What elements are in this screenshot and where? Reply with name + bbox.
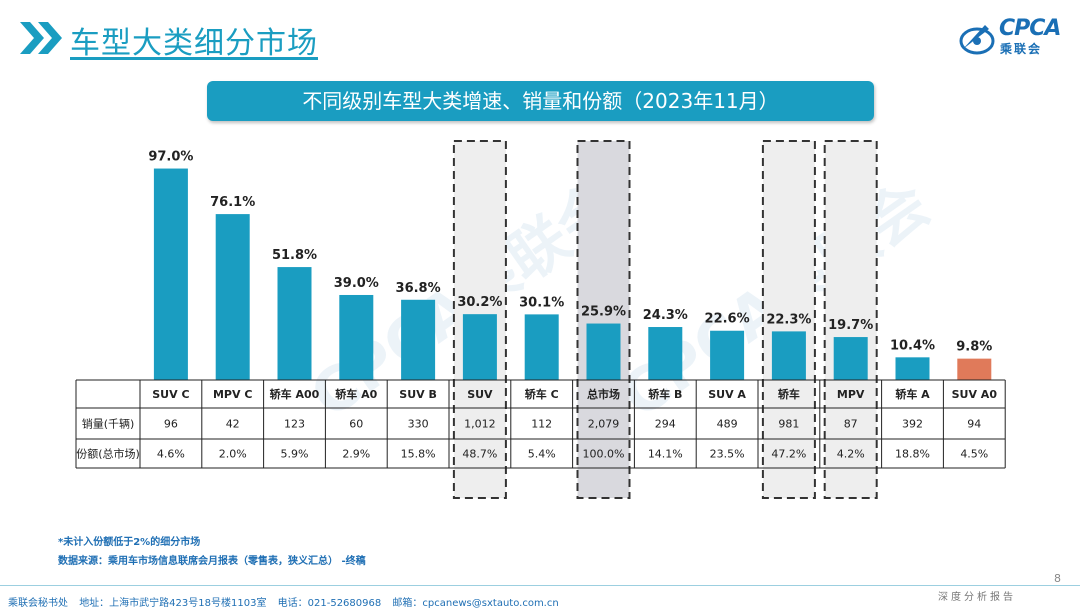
- share-cell-0: 4.6%: [157, 448, 185, 461]
- category-label-5: SUV: [467, 388, 493, 401]
- share-cell-8: 14.1%: [648, 448, 683, 461]
- sales-cell-6: 112: [531, 418, 552, 431]
- row-label-share: 份额(总市场): [76, 447, 140, 461]
- sales-cell-7: 2,079: [588, 418, 620, 431]
- share-cell-11: 4.2%: [837, 448, 865, 461]
- note-share-threshold: *未计入份额低于2%的细分市场: [58, 537, 201, 548]
- category-label-3: 轿车 A0: [335, 387, 377, 401]
- bar-label-10: 22.3%: [766, 312, 811, 327]
- footer: 乘联会秘书处 地址：上海市武宁路423号18号楼1103室 电话：021-526…: [8, 594, 567, 609]
- sales-cell-12: 392: [902, 418, 923, 431]
- note-data-source: 数据来源：乘用车市场信息联席会月报表（零售表，狭义汇总） -终稿: [58, 556, 366, 567]
- sales-cell-3: 60: [349, 418, 363, 431]
- sales-cell-11: 87: [844, 418, 858, 431]
- bar-9: [710, 330, 745, 380]
- share-cell-7: 100.0%: [583, 448, 625, 461]
- bar-10: [771, 331, 806, 380]
- sales-cell-0: 96: [164, 418, 178, 431]
- share-cell-1: 2.0%: [219, 448, 247, 461]
- sales-cell-8: 294: [655, 418, 676, 431]
- bar-label-2: 51.8%: [272, 248, 317, 263]
- bar-label-6: 30.1%: [519, 295, 564, 310]
- category-label-2: 轿车 A00: [270, 387, 320, 401]
- bar-label-1: 76.1%: [210, 195, 255, 210]
- sales-cell-2: 123: [284, 418, 305, 431]
- sales-cell-9: 489: [717, 418, 738, 431]
- category-label-10: 轿车: [778, 387, 800, 401]
- category-label-13: SUV A0: [952, 388, 998, 401]
- bar-label-12: 10.4%: [890, 338, 935, 353]
- bar-6: [524, 314, 559, 380]
- share-cell-2: 5.9%: [281, 448, 309, 461]
- category-label-4: SUV B: [399, 388, 437, 401]
- bar-12: [895, 357, 930, 380]
- sales-cell-4: 330: [408, 418, 429, 431]
- share-cell-3: 2.9%: [342, 448, 370, 461]
- bar-label-0: 97.0%: [148, 150, 193, 165]
- category-label-8: 轿车 B: [648, 387, 682, 401]
- bar-label-7: 25.9%: [581, 305, 626, 320]
- cpca-logo-icon: [959, 25, 995, 55]
- page-number: 8: [1054, 572, 1061, 585]
- category-label-1: MPV C: [213, 388, 252, 401]
- bar-4: [401, 299, 436, 380]
- footer-org: 乘联会秘书处: [8, 598, 68, 609]
- share-cell-10: 47.2%: [771, 448, 806, 461]
- share-cell-12: 18.8%: [895, 448, 930, 461]
- bar-label-13: 9.8%: [956, 340, 992, 355]
- bar-label-8: 24.3%: [643, 308, 688, 323]
- bar-label-3: 39.0%: [334, 276, 379, 291]
- bar-1: [215, 214, 250, 380]
- footer-address: 地址：上海市武宁路423号18号楼1103室: [79, 598, 267, 609]
- row-label-sales: 销量(千辆): [82, 417, 135, 431]
- bar-label-9: 22.6%: [705, 312, 750, 327]
- double-chevron-icon: [20, 22, 62, 54]
- category-label-7: 总市场: [587, 387, 620, 401]
- category-label-0: SUV C: [152, 388, 189, 401]
- bar-11: [833, 337, 868, 380]
- footer-email: 邮箱：cpcanews@sxtauto.com.cn: [392, 598, 559, 609]
- share-cell-13: 4.5%: [960, 448, 988, 461]
- sales-cell-1: 42: [226, 418, 240, 431]
- logo-text: CPCA: [999, 16, 1061, 41]
- logo-subtitle: 乘联会: [1000, 42, 1043, 56]
- sales-cell-10: 981: [778, 418, 799, 431]
- category-label-12: 轿车 A: [895, 387, 930, 401]
- share-cell-9: 23.5%: [710, 448, 745, 461]
- bar-7: [586, 323, 621, 380]
- share-cell-6: 5.4%: [528, 448, 556, 461]
- report-label: 深度分析报告: [938, 592, 1016, 603]
- category-label-6: 轿车 C: [525, 387, 559, 401]
- bar-13: [957, 358, 992, 380]
- bar-2: [277, 267, 312, 380]
- bar-5: [462, 314, 497, 380]
- bar-3: [339, 294, 374, 380]
- bar-label-11: 19.7%: [828, 318, 873, 333]
- sales-cell-13: 94: [967, 418, 981, 431]
- sales-cell-5: 1,012: [464, 418, 496, 431]
- page-title: 车型大类细分市场: [70, 26, 318, 61]
- bar-0: [153, 168, 188, 380]
- footer-divider: [0, 585, 1080, 586]
- bar-label-4: 36.8%: [396, 281, 441, 296]
- chart-banner-title: 不同级别车型大类增速、销量和份额（2023年11月）: [207, 81, 874, 121]
- bar-label-5: 30.2%: [457, 295, 502, 310]
- bar-8: [648, 327, 683, 380]
- share-cell-4: 15.8%: [401, 448, 436, 461]
- category-label-9: SUV A: [708, 388, 746, 401]
- footer-phone: 电话：021-52680968: [277, 598, 382, 609]
- share-cell-5: 48.7%: [462, 448, 497, 461]
- category-label-11: MPV: [837, 388, 865, 401]
